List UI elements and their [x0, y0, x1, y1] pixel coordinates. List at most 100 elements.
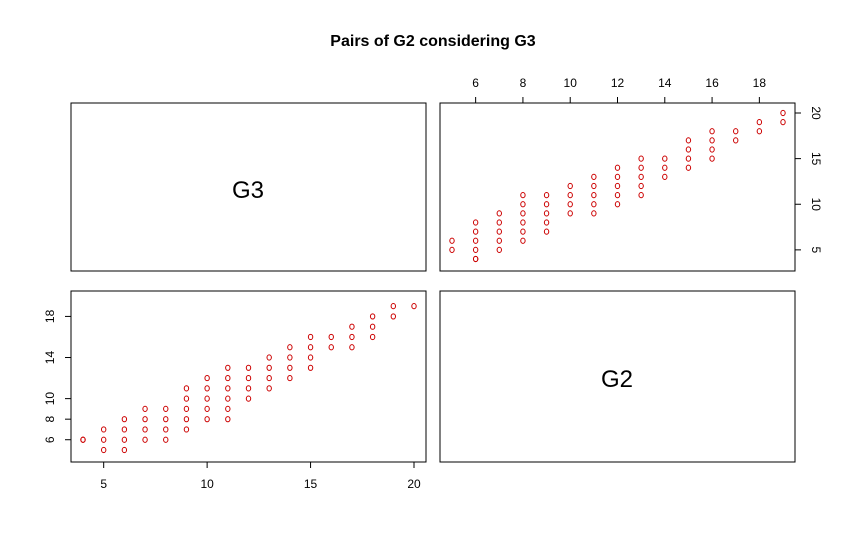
data-point — [780, 119, 786, 126]
data-point — [709, 128, 715, 135]
data-point — [591, 210, 597, 217]
data-point — [245, 385, 252, 392]
data-point — [142, 426, 148, 433]
data-point — [163, 405, 169, 412]
right-axis-tick-label: 5 — [809, 247, 823, 254]
data-point — [591, 192, 597, 199]
data-point — [567, 182, 573, 190]
data-point — [685, 164, 692, 171]
left-axis-tick-label: 8 — [43, 416, 57, 423]
data-point — [591, 173, 597, 180]
data-point — [449, 246, 455, 253]
data-point — [733, 128, 739, 135]
data-point — [369, 333, 376, 341]
data-point — [225, 405, 231, 412]
data-point — [614, 192, 621, 199]
data-point — [390, 303, 397, 310]
bottom-axis-tick-label: 15 — [304, 477, 318, 491]
data-point — [349, 344, 355, 351]
data-point — [183, 385, 190, 392]
data-point — [543, 210, 550, 217]
data-point — [638, 155, 644, 162]
right-axis-tick-label: 15 — [809, 152, 823, 166]
data-point — [496, 219, 502, 226]
bottom-axis-tick-label: 10 — [200, 477, 214, 491]
data-point — [756, 119, 763, 126]
data-point — [204, 374, 210, 382]
data-point — [121, 436, 128, 443]
data-point — [307, 333, 314, 341]
data-point — [204, 405, 210, 412]
data-point — [225, 385, 231, 392]
diag-label-g3: G3 — [232, 177, 264, 204]
data-point — [328, 344, 334, 351]
bottom-axis-tick-label: 5 — [100, 477, 107, 491]
data-point — [543, 219, 550, 226]
data-point — [183, 405, 190, 412]
data-point — [662, 155, 668, 162]
data-point — [662, 164, 668, 171]
data-point — [121, 416, 128, 423]
data-point — [142, 405, 148, 412]
data-point — [121, 426, 128, 433]
data-point — [567, 210, 573, 217]
data-point — [225, 364, 231, 371]
data-point — [685, 155, 692, 162]
data-point — [349, 323, 355, 330]
data-point — [449, 237, 455, 244]
data-point — [472, 219, 479, 226]
data-point — [183, 416, 190, 423]
data-point — [638, 164, 644, 171]
data-point — [163, 426, 169, 433]
data-point — [266, 374, 272, 382]
data-point — [567, 192, 573, 199]
data-point — [307, 364, 314, 371]
data-point — [543, 228, 550, 235]
chart-title: Pairs of G2 considering G3 — [330, 33, 535, 50]
data-point — [496, 237, 502, 244]
top-axis-tick-label: 14 — [658, 76, 672, 90]
data-point — [638, 182, 644, 190]
left-axis-tick-label: 10 — [43, 392, 57, 406]
data-point — [245, 364, 252, 371]
panel-g3-vs-g2 — [439, 102, 796, 272]
data-point — [245, 395, 252, 402]
data-point — [496, 246, 502, 253]
data-point — [100, 436, 107, 443]
bottom-axis-tick-label: 20 — [407, 477, 421, 491]
data-point — [307, 354, 314, 361]
top-axis-tick-label: 16 — [705, 76, 719, 90]
data-point — [709, 137, 715, 144]
left-axis-tick-label: 14 — [43, 351, 57, 365]
data-point — [685, 146, 692, 153]
data-point — [591, 182, 597, 190]
data-point — [520, 219, 526, 226]
data-point — [142, 436, 148, 443]
data-point — [328, 333, 334, 341]
data-point — [183, 426, 190, 433]
data-point — [225, 374, 231, 382]
data-point — [369, 323, 376, 330]
data-point — [142, 416, 148, 423]
axes-layer: 6 8 10 12 14 16 18 5 10 15 20 6 8 10 14 18 5 10 15 20 — [43, 76, 823, 491]
data-point — [614, 201, 621, 208]
data-point — [204, 395, 210, 402]
data-point — [543, 201, 550, 208]
data-point — [307, 344, 314, 351]
data-point — [543, 192, 550, 199]
data-point — [733, 137, 739, 144]
data-point — [567, 201, 573, 208]
data-point — [287, 354, 293, 361]
left-axis-tick-label: 18 — [43, 309, 57, 323]
data-point — [266, 354, 272, 361]
data-point — [245, 374, 252, 382]
top-axis-tick-label: 12 — [611, 76, 625, 90]
top-axis-tick-label: 10 — [564, 76, 578, 90]
data-point — [472, 228, 479, 235]
data-point — [163, 416, 169, 423]
data-point — [756, 128, 763, 135]
data-point — [287, 364, 293, 371]
data-point — [100, 446, 107, 454]
